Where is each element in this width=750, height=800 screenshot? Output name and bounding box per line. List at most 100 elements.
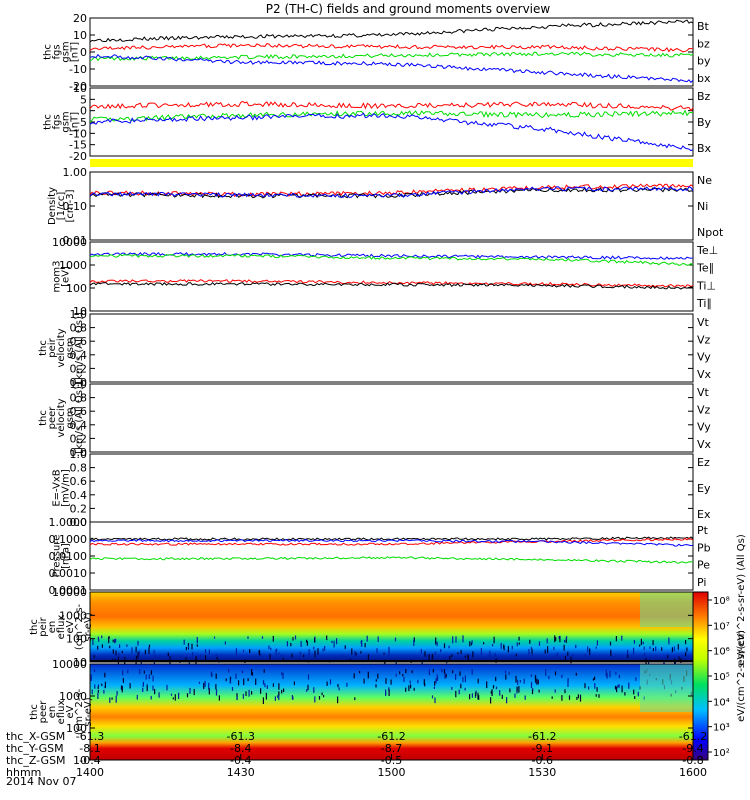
spectrogram-speckle [129,683,131,689]
spectrogram-speckle [346,682,348,687]
y-tick-label: 1000 [59,690,87,703]
spectrogram-speckle [606,672,608,679]
spectrogram-speckle [537,679,539,685]
spectrogram-speckle [376,648,378,653]
series-fgs_gsm-1 [89,43,693,53]
y-tick-label: 10000 [52,658,87,671]
ephemeris-value: -0.4 [230,754,251,767]
spectrogram-speckle [228,668,230,673]
spectrogram-speckle [318,696,321,700]
spectrogram-speckle [621,685,623,693]
y-axis-label: [nT] [70,42,81,62]
spectrogram-speckle [595,694,597,697]
spectrogram-speckle [126,644,128,647]
spectrogram-speckle [616,686,618,693]
series-temperature-2 [89,251,694,260]
spectrogram-speckle [145,674,147,680]
panel-peer_eflux: 10000 1000 100 10 thcpeerenefluxeV(cm^2-s-sr… [29,658,694,767]
legend-entry: Pi [697,576,706,589]
spectrogram-speckle [179,656,181,660]
spectrogram-speckle [306,689,308,692]
spectrogram-speckle [475,690,477,694]
legend-entry: Vz [697,333,711,346]
spectrogram-speckle [455,690,457,698]
spectrogram-speckle [174,694,176,701]
spectrogram-speckle [142,684,144,687]
spectrogram-speckle [260,688,262,694]
y-axis-label: Pressure [52,535,63,578]
spectrogram-speckle [187,645,189,649]
series-pressure-3 [89,539,694,547]
y-tick-label: 0.6 [70,335,88,348]
spectrogram-speckle [561,695,563,701]
series-pressure-2 [89,556,694,564]
legend-entry: Vt [697,386,710,399]
y-axis-label: [nPa] [61,543,72,569]
y-axis-label: thc [43,114,54,130]
y-axis-label: Density [47,187,58,225]
spectrogram-speckle [283,688,285,693]
spectrogram-speckle [303,654,305,658]
spectrogram-speckle [624,692,626,696]
spectrogram-speckle [518,636,520,641]
spectrogram-speckle [506,697,508,704]
spectrogram-speckle [260,653,262,658]
spectrogram-speckle [399,671,401,675]
y-tick-label: 0.2 [70,432,88,445]
spectrogram-speckle [505,674,507,680]
y-tick-label: 10000 [52,586,87,599]
panel-frame [89,521,694,591]
spectrogram-speckle [247,636,249,639]
spectrogram-speckle [452,636,454,644]
panel-frame [89,453,694,523]
spectrogram-speckle [114,639,116,644]
spectrogram-speckle [558,636,560,639]
spectrogram-speckle [360,651,362,654]
spectrogram-speckle [255,678,257,685]
spectrogram-speckle [489,650,491,658]
spectrogram-speckle [97,636,99,640]
spectrogram-speckle [251,669,253,675]
spectrogram-speckle [377,673,379,679]
spectrogram-speckle [159,655,161,659]
spectrogram-speckle [326,635,328,641]
legend-entry: Vy [697,421,711,434]
y-tick-label: 100 [66,282,87,295]
spectrogram-speckle [536,678,538,685]
y-tick-label: -20 [69,150,87,163]
spectrogram-speckle [634,696,636,699]
panel-frame [89,171,694,241]
spectrogram-speckle [652,648,654,652]
y-tick-label: 0.8 [70,322,88,335]
y-axis-label: [mV/m] [61,469,72,507]
spectrogram-speckle [464,655,466,658]
spectrogram-speckle [618,684,620,688]
y-axis-label: (cm^2-s- [74,688,85,735]
spectrogram-speckle [251,672,253,676]
spectrogram-speckle [515,675,517,683]
spectrogram-speckle [589,648,591,655]
spectrogram-speckle [329,657,331,663]
spectrogram-speckle [331,640,333,644]
spectrogram-speckle [120,685,123,690]
ephemeris-value: -0.6 [532,754,553,767]
spectrogram-speckle [119,644,121,648]
spectrogram-speckle [178,692,180,699]
spectrogram-speckle [628,682,630,689]
spectrogram-speckle [384,659,386,667]
spectrogram-speckle [428,654,430,661]
panel-frame [89,87,694,157]
spectrogram-speckle [424,651,426,657]
ephemeris-value: -8.7 [381,742,402,755]
spectrogram-speckle [575,644,577,649]
legend-entry: Vz [697,403,711,416]
spectrogram-speckle [329,679,332,685]
spectrogram-speckle [170,693,173,696]
y-axis-label: fgs [52,44,63,59]
panel-pressure: 1.0000 0.1000 0.0100 0.0010 0.0001 Pressure[n… [49,516,711,597]
series-pressure-1 [89,537,694,546]
spectrogram-speckle [555,637,557,641]
series-fgs_dsl-2 [89,112,694,152]
spectrogram-speckle [323,695,325,698]
